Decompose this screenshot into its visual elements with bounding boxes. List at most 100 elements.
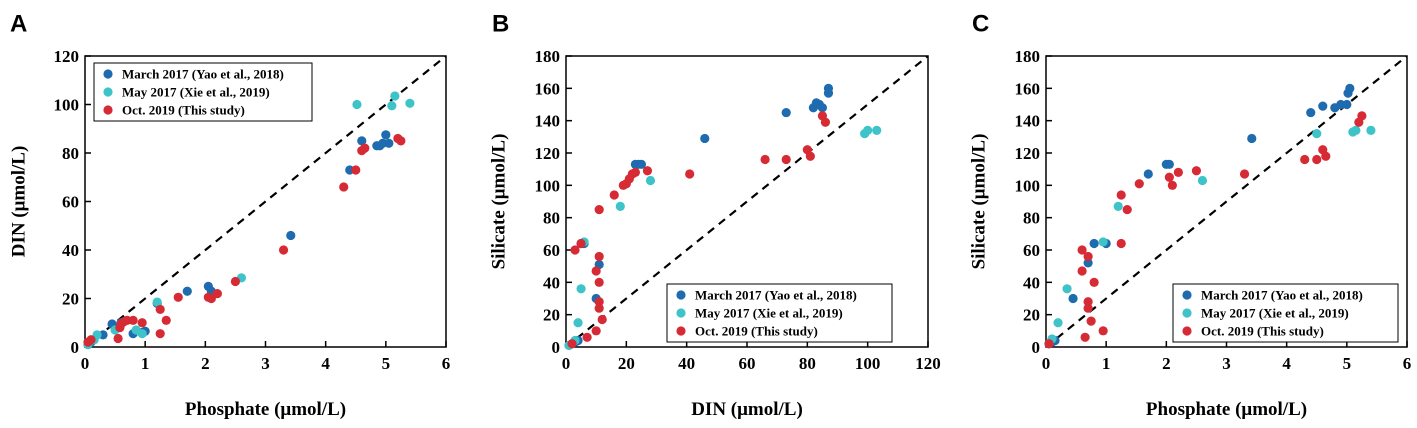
chart-panel-c: C0 1 2 3 4 5 6020406080100120140160180Phosphat… bbox=[968, 10, 1411, 420]
data-point-march bbox=[1342, 99, 1352, 110]
data-point-may bbox=[615, 201, 625, 211]
data-point-may bbox=[137, 329, 147, 339]
x-tick-label: 100 bbox=[855, 354, 881, 373]
x-tick-label: 80 bbox=[799, 354, 816, 373]
data-point-oct bbox=[278, 245, 289, 255]
y-tick-label: 80 bbox=[62, 144, 79, 163]
data-point-oct bbox=[396, 136, 406, 146]
data-point-may bbox=[1113, 201, 1123, 211]
data-point-oct bbox=[1083, 297, 1093, 307]
y-tick-label: 160 bbox=[1015, 79, 1041, 98]
data-point-oct bbox=[1098, 326, 1108, 336]
legend-label-may: May 2017 (Xie et al., 2019) bbox=[1201, 306, 1349, 321]
y-tick-label: 80 bbox=[1023, 209, 1040, 228]
legend-label-march: March 2017 (Yao et al., 2018) bbox=[1201, 288, 1363, 303]
legend-box bbox=[93, 62, 313, 122]
y-tick-label: 120 bbox=[535, 144, 561, 163]
y-axis-label: Silicate (μmol/L) bbox=[968, 134, 989, 270]
legend-box bbox=[666, 283, 893, 343]
y-tick-label: 20 bbox=[62, 290, 79, 309]
data-point-may bbox=[387, 101, 397, 111]
data-point-march bbox=[781, 107, 791, 118]
data-point-oct bbox=[594, 303, 604, 313]
data-point-may bbox=[1312, 129, 1322, 139]
y-tick-label: 40 bbox=[543, 273, 560, 292]
data-point-oct bbox=[591, 266, 601, 276]
data-point-oct bbox=[760, 154, 770, 165]
data-point-oct bbox=[1167, 180, 1177, 190]
y-tick-label: 160 bbox=[535, 79, 561, 98]
x-tick-label: 20 bbox=[618, 354, 635, 373]
y-tick-label: 100 bbox=[535, 176, 561, 195]
data-point-oct bbox=[1086, 316, 1096, 326]
legend-marker-oct bbox=[1182, 326, 1192, 336]
panel-letter: B bbox=[492, 10, 509, 37]
y-tick-label: 0 bbox=[71, 338, 80, 357]
legend: March 2017 (Yao et al., 2018) May 2017 (X… bbox=[666, 283, 893, 343]
legend: March 2017 (Yao et al., 2018) May 2017 (X… bbox=[93, 62, 313, 122]
data-point-oct bbox=[1191, 166, 1202, 176]
data-point-oct bbox=[1083, 251, 1093, 262]
panel-letter: A bbox=[10, 10, 27, 37]
data-point-march bbox=[1068, 293, 1078, 304]
y-tick-label: 140 bbox=[535, 112, 561, 131]
legend-marker-oct bbox=[676, 326, 686, 336]
y-tick-label: 40 bbox=[1023, 273, 1040, 292]
data-point-may bbox=[152, 297, 162, 307]
y-tick-label: 20 bbox=[1023, 306, 1040, 325]
data-point-may bbox=[645, 175, 656, 186]
y-tick-label: 0 bbox=[552, 338, 561, 357]
data-point-may bbox=[1098, 237, 1108, 247]
data-point-oct bbox=[351, 165, 361, 175]
data-point-may bbox=[573, 318, 583, 328]
data-point-march bbox=[700, 133, 710, 144]
legend-marker-may bbox=[103, 87, 113, 97]
x-tick-label: 6 bbox=[442, 354, 451, 373]
data-point-oct bbox=[173, 292, 183, 302]
data-point-may bbox=[863, 125, 873, 135]
data-point-march bbox=[357, 136, 367, 146]
x-tick-label: 40 bbox=[678, 354, 695, 373]
legend-label-march: March 2017 (Yao et al., 2018) bbox=[122, 67, 284, 82]
y-axis-label: Silicate (μmol/L) bbox=[488, 134, 509, 270]
data-point-oct bbox=[567, 339, 577, 349]
data-point-oct bbox=[820, 117, 831, 127]
data-point-oct bbox=[1116, 190, 1126, 200]
data-point-march bbox=[823, 88, 834, 98]
data-point-march bbox=[286, 230, 296, 241]
x-tick-label: 2 bbox=[201, 354, 210, 373]
y-tick-label: 40 bbox=[62, 241, 79, 260]
data-point-oct bbox=[212, 289, 222, 299]
y-tick-label: 180 bbox=[535, 47, 561, 66]
data-point-oct bbox=[1044, 339, 1054, 349]
data-point-march bbox=[1306, 107, 1316, 118]
data-point-oct bbox=[1312, 154, 1322, 165]
data-point-oct bbox=[155, 329, 165, 339]
data-point-march bbox=[1143, 169, 1153, 179]
data-point-march bbox=[1083, 258, 1093, 268]
x-tick-label: 4 bbox=[1282, 354, 1291, 373]
data-point-may bbox=[1351, 125, 1361, 135]
legend-marker-march bbox=[1182, 290, 1192, 300]
data-point-oct bbox=[642, 166, 653, 176]
data-point-oct bbox=[1116, 238, 1126, 249]
x-tick-label: 1 bbox=[1102, 354, 1111, 373]
data-point-oct bbox=[570, 245, 580, 255]
x-tick-label: 60 bbox=[739, 354, 756, 373]
x-tick-label: 2 bbox=[1162, 354, 1171, 373]
data-point-oct bbox=[1357, 111, 1367, 121]
y-tick-label: 180 bbox=[1015, 47, 1041, 66]
data-point-may bbox=[1053, 318, 1063, 328]
x-tick-label: 120 bbox=[915, 354, 941, 373]
data-point-oct bbox=[1089, 277, 1099, 287]
legend-label-oct: Oct. 2019 (This study) bbox=[122, 103, 245, 118]
legend-marker-oct bbox=[103, 105, 113, 115]
x-tick-label: 3 bbox=[261, 354, 270, 373]
data-point-oct bbox=[1164, 172, 1174, 182]
y-tick-label: 60 bbox=[543, 241, 560, 260]
data-point-march bbox=[1318, 101, 1328, 111]
chart-panel-b: B 0 20 40 60 80 100 120 0 20 40 60 80 100 120 140 160 180… bbox=[488, 10, 940, 420]
